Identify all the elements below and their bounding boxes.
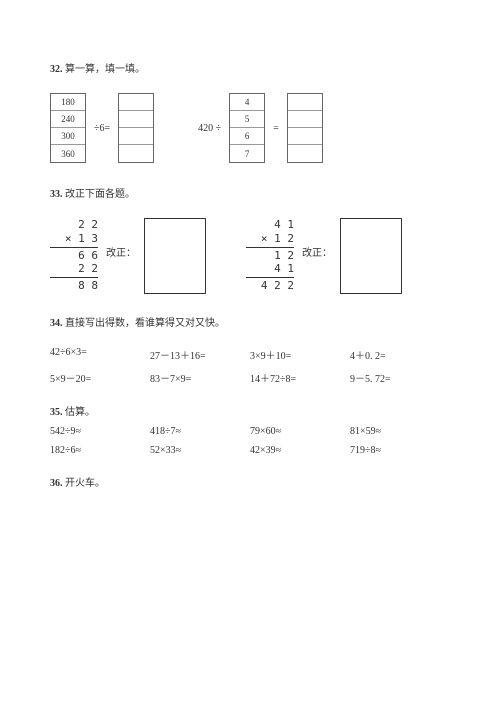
mult-row: × 1 2 xyxy=(246,232,294,246)
q35-text: 估算。 xyxy=(65,407,95,418)
expr: 83－7×9= xyxy=(150,370,250,385)
q33-text: 改正下面各题。 xyxy=(65,189,135,200)
q35-exprs: 542÷9≈ 418÷7≈ 79×60≈ 81×59≈ 182÷6≈ 52×33… xyxy=(50,426,450,464)
expr: 79×60≈ xyxy=(250,426,350,437)
expr: 418÷7≈ xyxy=(150,426,250,437)
q32-mid-table: 4 5 6 7 xyxy=(229,93,265,163)
expr: 42×39≈ xyxy=(250,445,350,456)
expr: 9－5. 72= xyxy=(350,370,450,385)
q32-diagram: 180 240 300 360 ÷6= 420 ÷ 4 5 6 7 = xyxy=(50,93,450,163)
expr: 14＋72÷8= xyxy=(250,370,350,385)
q36-title: 36. 开火车。 xyxy=(50,474,450,489)
empty-cell xyxy=(119,145,153,162)
expr: 4＋0. 2= xyxy=(350,347,450,362)
expr: 3×9＋10= xyxy=(250,347,350,362)
expr: 27－13＋16= xyxy=(150,347,250,362)
expr: 52×33≈ xyxy=(150,445,250,456)
equals-symbol: = xyxy=(271,123,281,134)
q34-num: 34. xyxy=(50,318,63,329)
table-cell: 6 xyxy=(230,128,264,145)
table-cell: 300 xyxy=(51,128,85,145)
rule-line xyxy=(50,247,98,248)
q32-title: 32. 算一算，填一填。 xyxy=(50,60,450,75)
rule-line xyxy=(246,277,294,278)
q33-mult-1: 2 2 × 1 3 6 6 2 2 8 8 xyxy=(50,218,98,293)
mult-row: × 1 3 xyxy=(50,232,98,246)
correction-box-1 xyxy=(144,218,206,294)
q33-num: 33. xyxy=(50,189,63,200)
empty-cell xyxy=(119,128,153,145)
q32-num: 32. xyxy=(50,64,63,75)
q32-left-table: 180 240 300 360 xyxy=(50,93,86,163)
table-cell: 180 xyxy=(51,94,85,111)
q33-title: 33. 改正下面各题。 xyxy=(50,185,450,200)
worksheet-page: 32. 算一算，填一填。 180 240 300 360 ÷6= 420 ÷ 4… xyxy=(0,0,500,527)
empty-cell xyxy=(288,128,322,145)
q32-text: 算一算，填一填。 xyxy=(65,64,145,75)
mult-row: 8 8 xyxy=(50,279,98,293)
expr: 42÷6×3= xyxy=(50,347,150,362)
q35-num: 35. xyxy=(50,407,63,418)
q36-text: 开火车。 xyxy=(65,478,105,489)
table-cell: 360 xyxy=(51,145,85,162)
empty-cell xyxy=(119,111,153,128)
mult-row: 6 6 xyxy=(50,249,98,263)
fix-label-1: 改正： xyxy=(106,218,136,259)
expr: 542÷9≈ xyxy=(50,426,150,437)
mult-row: 4 1 xyxy=(246,262,294,276)
q34-title: 34. 直接写出得数，看谁算得又对又快。 xyxy=(50,314,450,329)
empty-cell xyxy=(288,94,322,111)
mult-row: 4 1 xyxy=(246,218,294,232)
empty-cell xyxy=(119,94,153,111)
rule-line xyxy=(50,277,98,278)
mult-row: 1 2 xyxy=(246,249,294,263)
rule-line xyxy=(246,247,294,248)
expr: 81×59≈ xyxy=(350,426,450,437)
divide-symbol: ÷6= xyxy=(92,123,112,134)
correction-box-2 xyxy=(340,218,402,294)
mult-row: 2 2 xyxy=(50,262,98,276)
q35-title: 35. 估算。 xyxy=(50,403,450,418)
q34-text: 直接写出得数，看谁算得又对又快。 xyxy=(65,318,225,329)
fix-label-2: 改正： xyxy=(302,218,332,259)
table-cell: 7 xyxy=(230,145,264,162)
empty-cell xyxy=(288,145,322,162)
empty-cell xyxy=(288,111,322,128)
expr: 5×9－20= xyxy=(50,370,150,385)
q34-exprs: 42÷6×3= 27－13＋16= 3×9＋10= 4＋0. 2= 5×9－20… xyxy=(50,347,450,393)
q33-problems: 2 2 × 1 3 6 6 2 2 8 8 改正： 4 1 × 1 2 1 2 … xyxy=(50,218,450,294)
expr: 182÷6≈ xyxy=(50,445,150,456)
table-cell: 5 xyxy=(230,111,264,128)
mid-label: 420 ÷ xyxy=(196,123,223,134)
q32-answer-table-2 xyxy=(287,93,323,163)
table-cell: 4 xyxy=(230,94,264,111)
table-cell: 240 xyxy=(51,111,85,128)
mult-row: 2 2 xyxy=(50,218,98,232)
q33-mult-2: 4 1 × 1 2 1 2 4 1 4 2 2 xyxy=(246,218,294,293)
mult-row: 4 2 2 xyxy=(246,279,294,293)
q36-num: 36. xyxy=(50,478,63,489)
q32-answer-table-1 xyxy=(118,93,154,163)
expr: 719÷8≈ xyxy=(350,445,450,456)
